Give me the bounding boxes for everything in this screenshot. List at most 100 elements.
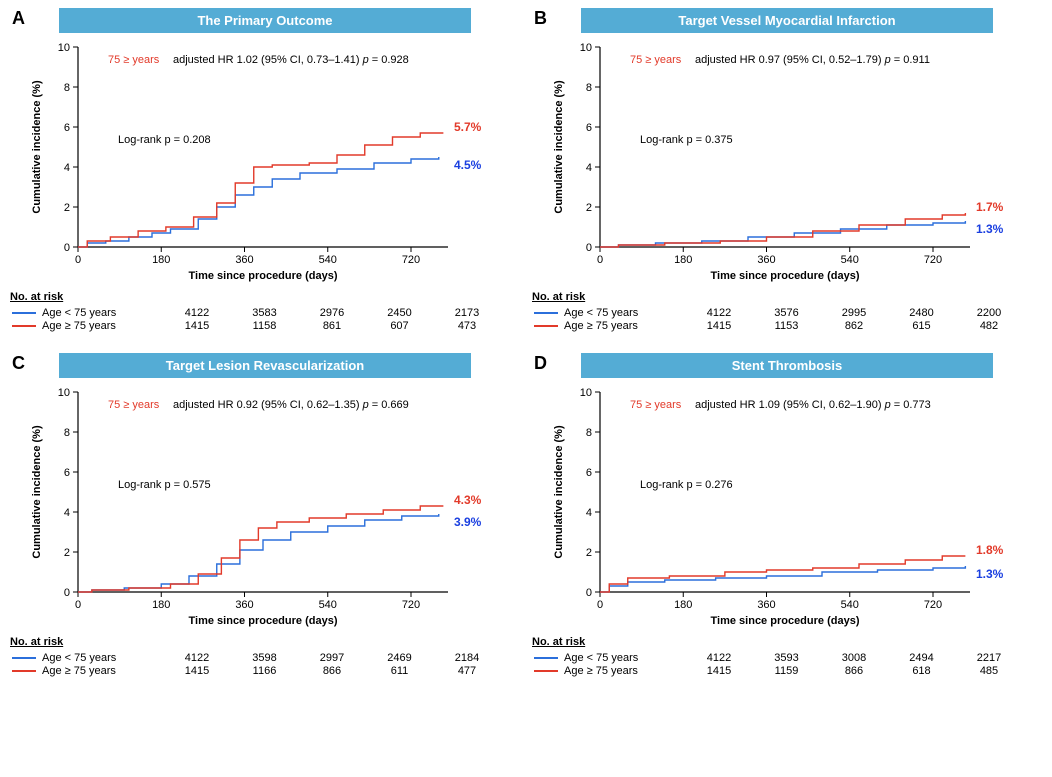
svg-text:Log-rank p = 0.375: Log-rank p = 0.375 — [640, 134, 733, 146]
risk-row: Age ≥ 75 years14151159866618485 — [530, 665, 1044, 677]
panel-title-bar: Target Vessel Myocardial Infarction — [581, 8, 992, 33]
risk-count: 1166 — [240, 665, 290, 677]
svg-text:Cumulative incidence (%): Cumulative incidence (%) — [31, 80, 43, 214]
risk-row: Age ≥ 75 years14151166866611477 — [8, 665, 522, 677]
svg-text:2: 2 — [64, 202, 70, 214]
svg-text:75 ≥ years: 75 ≥ years — [630, 54, 682, 66]
figure-grid: AThe Primary Outcome02468100180360540720… — [8, 8, 1044, 678]
risk-count: 2976 — [307, 307, 357, 319]
risk-count: 2200 — [964, 307, 1014, 319]
risk-table: No. at risk Age < 75 years 4122 3576 2995 248… — [530, 291, 1044, 332]
svg-text:540: 540 — [841, 599, 859, 611]
risk-row: Age < 75 years41223598299724692184 — [8, 652, 522, 664]
risk-count: 4122 — [694, 307, 744, 319]
svg-text:720: 720 — [924, 599, 942, 611]
risk-label: Age ≥ 75 years — [42, 665, 142, 677]
km-chart: 02468100180360540720Cumulative incidence… — [530, 37, 1040, 287]
legend-line-icon — [12, 657, 36, 659]
risk-count: 2469 — [375, 652, 425, 664]
svg-text:75 ≥ years: 75 ≥ years — [630, 399, 682, 411]
svg-text:8: 8 — [586, 427, 592, 439]
svg-text:2: 2 — [64, 547, 70, 559]
risk-count: 2997 — [307, 652, 357, 664]
risk-count: 485 — [964, 665, 1014, 677]
legend-line-icon — [12, 312, 36, 314]
risk-count: 2480 — [897, 307, 947, 319]
svg-text:10: 10 — [580, 42, 592, 54]
svg-text:360: 360 — [757, 599, 775, 611]
svg-text:75 ≥ years: 75 ≥ years — [108, 399, 160, 411]
risk-count: 4122 — [172, 652, 222, 664]
svg-text:75 ≥ years: 75 ≥ years — [108, 54, 160, 66]
svg-text:4.5%: 4.5% — [454, 158, 482, 172]
panel-B: BTarget Vessel Myocardial Infarction0246… — [530, 8, 1044, 333]
svg-text:0: 0 — [64, 587, 70, 599]
risk-row: Age < 75 years41223593300824942217 — [530, 652, 1044, 664]
svg-text:540: 540 — [841, 254, 859, 266]
svg-text:Cumulative incidence (%): Cumulative incidence (%) — [553, 425, 565, 559]
risk-numbers: 41223593300824942217 — [664, 652, 1044, 664]
svg-text:6: 6 — [64, 122, 70, 134]
risk-count: 607 — [375, 320, 425, 332]
svg-text:0: 0 — [75, 254, 81, 266]
svg-text:adjusted HR 1.09 (95% CI, 0.62: adjusted HR 1.09 (95% CI, 0.62–1.90) p =… — [695, 399, 931, 411]
risk-count: 861 — [307, 320, 357, 332]
risk-count: 1415 — [694, 320, 744, 332]
legend-line-icon — [12, 325, 36, 327]
svg-text:0: 0 — [75, 599, 81, 611]
panel-letter: D — [534, 353, 547, 374]
svg-text:4: 4 — [64, 507, 70, 519]
svg-text:Log-rank p = 0.208: Log-rank p = 0.208 — [118, 134, 211, 146]
svg-text:1.3%: 1.3% — [976, 222, 1004, 236]
svg-text:6: 6 — [64, 467, 70, 479]
risk-count: 3593 — [762, 652, 812, 664]
risk-table: No. at riskAge < 75 years412235832976245… — [8, 291, 522, 332]
svg-text:4: 4 — [586, 162, 592, 174]
risk-label: Age < 75 years — [42, 307, 142, 319]
svg-text:Log-rank p = 0.575: Log-rank p = 0.575 — [118, 479, 211, 491]
legend-line-icon — [12, 670, 36, 672]
svg-text:360: 360 — [235, 254, 253, 266]
svg-text:0: 0 — [586, 587, 592, 599]
risk-title: No. at risk — [532, 291, 1044, 303]
svg-text:3.9%: 3.9% — [454, 515, 482, 529]
km-chart: 02468100180360540720Cumulative incidence… — [530, 382, 1040, 632]
svg-text:8: 8 — [64, 427, 70, 439]
svg-text:0: 0 — [64, 242, 70, 254]
svg-text:Cumulative incidence (%): Cumulative incidence (%) — [553, 80, 565, 214]
svg-text:720: 720 — [402, 254, 420, 266]
svg-text:360: 360 — [757, 254, 775, 266]
svg-text:4: 4 — [64, 162, 70, 174]
risk-count: 2995 — [829, 307, 879, 319]
panel-C: CTarget Lesion Revascularization02468100… — [8, 353, 522, 678]
risk-table: No. at riskAge < 75 years412235933008249… — [530, 636, 1044, 677]
panel-letter: B — [534, 8, 547, 29]
risk-row: Age ≥ 75 years14151153862615482 — [530, 320, 1044, 332]
svg-text:720: 720 — [924, 254, 942, 266]
risk-count: 866 — [307, 665, 357, 677]
risk-count: 477 — [442, 665, 492, 677]
svg-text:Log-rank p = 0.276: Log-rank p = 0.276 — [640, 479, 733, 491]
svg-text:720: 720 — [402, 599, 420, 611]
svg-text:Time since procedure (days): Time since procedure (days) — [189, 615, 338, 627]
panel-title-bar: Stent Thrombosis — [581, 353, 992, 378]
svg-text:1.7%: 1.7% — [976, 200, 1004, 214]
risk-label: Age ≥ 75 years — [564, 665, 664, 677]
svg-text:2: 2 — [586, 202, 592, 214]
risk-row: Age < 75 years41223583297624502173 — [8, 307, 522, 319]
risk-row: Age ≥ 75 years14151158861607473 — [8, 320, 522, 332]
panel-letter: C — [12, 353, 25, 374]
km-chart: 02468100180360540720Cumulative incidence… — [8, 382, 518, 632]
svg-text:1.3%: 1.3% — [976, 567, 1004, 581]
risk-numbers: 14151159866618485 — [664, 665, 1044, 677]
risk-numbers: 41223598299724692184 — [142, 652, 522, 664]
svg-text:10: 10 — [580, 387, 592, 399]
risk-count: 3576 — [762, 307, 812, 319]
risk-count: 2450 — [375, 307, 425, 319]
svg-text:adjusted HR 0.92 (95% CI, 0.62: adjusted HR 0.92 (95% CI, 0.62–1.35) p =… — [173, 399, 409, 411]
risk-label: Age < 75 years — [564, 307, 664, 319]
risk-numbers: 14151166866611477 — [142, 665, 522, 677]
risk-count: 1158 — [240, 320, 290, 332]
risk-count: 862 — [829, 320, 879, 332]
svg-text:360: 360 — [235, 599, 253, 611]
